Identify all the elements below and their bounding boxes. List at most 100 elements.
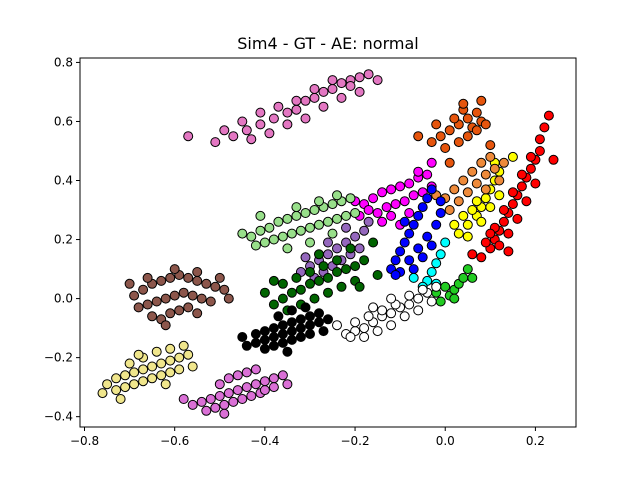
data-point — [201, 278, 212, 289]
data-point — [458, 98, 469, 109]
data-point — [332, 267, 342, 277]
data-point — [426, 296, 437, 307]
data-point — [399, 237, 410, 248]
data-point — [534, 146, 545, 156]
data-point — [359, 323, 370, 334]
data-point — [156, 275, 167, 286]
data-point — [183, 302, 194, 313]
x-axis: −0.8 −0.6 −0.4 −0.2 0.0 0.2 — [70, 427, 545, 448]
data-point — [232, 385, 243, 396]
data-point — [291, 202, 302, 213]
data-point — [462, 219, 473, 230]
data-point — [350, 261, 361, 272]
data-point — [214, 379, 225, 390]
data-point — [404, 178, 415, 189]
data-point — [305, 237, 315, 248]
data-point — [192, 308, 203, 319]
x-tick-label: 0.0 — [436, 434, 455, 448]
data-point — [205, 394, 216, 404]
data-point — [413, 305, 424, 316]
cluster-0 — [183, 69, 383, 148]
data-point — [196, 396, 207, 407]
data-point — [516, 169, 527, 180]
data-point — [183, 131, 194, 142]
data-point — [277, 293, 288, 304]
cluster-12 — [124, 264, 234, 331]
data-point — [318, 326, 329, 337]
points-layer — [97, 69, 559, 419]
data-point — [431, 258, 442, 269]
data-point — [219, 125, 230, 136]
data-point — [327, 199, 338, 210]
data-point — [210, 137, 221, 148]
data-point — [435, 208, 446, 218]
data-point — [250, 379, 261, 390]
data-point — [399, 196, 410, 207]
data-point — [431, 219, 442, 230]
data-point — [467, 166, 478, 177]
data-point — [489, 163, 500, 174]
data-point — [111, 385, 122, 396]
data-point — [268, 299, 279, 310]
data-point — [548, 154, 559, 165]
data-point — [255, 107, 266, 118]
data-point — [147, 373, 158, 384]
data-point — [480, 193, 491, 204]
data-point — [327, 75, 338, 86]
cluster-5 — [350, 157, 437, 230]
y-tick-label: 0.6 — [54, 114, 73, 128]
data-point — [138, 284, 149, 295]
data-point — [111, 373, 122, 384]
data-point — [300, 113, 311, 124]
data-point — [305, 278, 315, 289]
data-point — [97, 388, 108, 399]
data-point — [187, 290, 198, 301]
data-point — [201, 405, 212, 416]
data-point — [494, 190, 505, 201]
x-tick-label: −0.8 — [70, 434, 99, 448]
data-point — [345, 243, 356, 254]
data-point — [282, 379, 293, 390]
data-point — [413, 293, 424, 304]
data-point — [305, 222, 315, 233]
data-point — [246, 391, 257, 401]
data-point — [165, 308, 176, 319]
data-point — [372, 270, 383, 280]
data-point — [341, 264, 351, 275]
data-point — [422, 231, 433, 242]
data-point — [413, 243, 424, 254]
data-point — [426, 184, 437, 195]
data-point — [291, 210, 302, 221]
data-point — [259, 376, 270, 387]
data-point — [386, 320, 397, 331]
data-point — [223, 293, 234, 304]
data-point — [435, 296, 446, 307]
x-tick-label: −0.6 — [160, 434, 189, 448]
data-point — [359, 332, 370, 342]
data-point — [142, 272, 153, 283]
data-point — [476, 216, 487, 227]
cluster-16 — [178, 364, 293, 419]
data-point — [255, 119, 266, 130]
data-point — [404, 255, 415, 266]
data-point — [286, 228, 297, 239]
data-point — [183, 272, 194, 283]
data-point — [354, 243, 365, 254]
data-point — [241, 367, 252, 378]
data-point — [543, 110, 554, 121]
data-point — [309, 293, 320, 304]
data-point — [259, 326, 270, 337]
data-point — [277, 370, 288, 381]
data-point — [214, 272, 225, 283]
data-point — [453, 196, 464, 207]
data-point — [390, 270, 401, 280]
data-point — [512, 213, 523, 224]
data-point — [259, 385, 270, 396]
data-point — [368, 237, 379, 248]
data-point — [345, 332, 356, 342]
data-point — [534, 134, 545, 145]
data-point — [485, 202, 496, 213]
data-point — [507, 187, 518, 198]
data-point — [138, 376, 149, 387]
data-point — [237, 394, 248, 404]
